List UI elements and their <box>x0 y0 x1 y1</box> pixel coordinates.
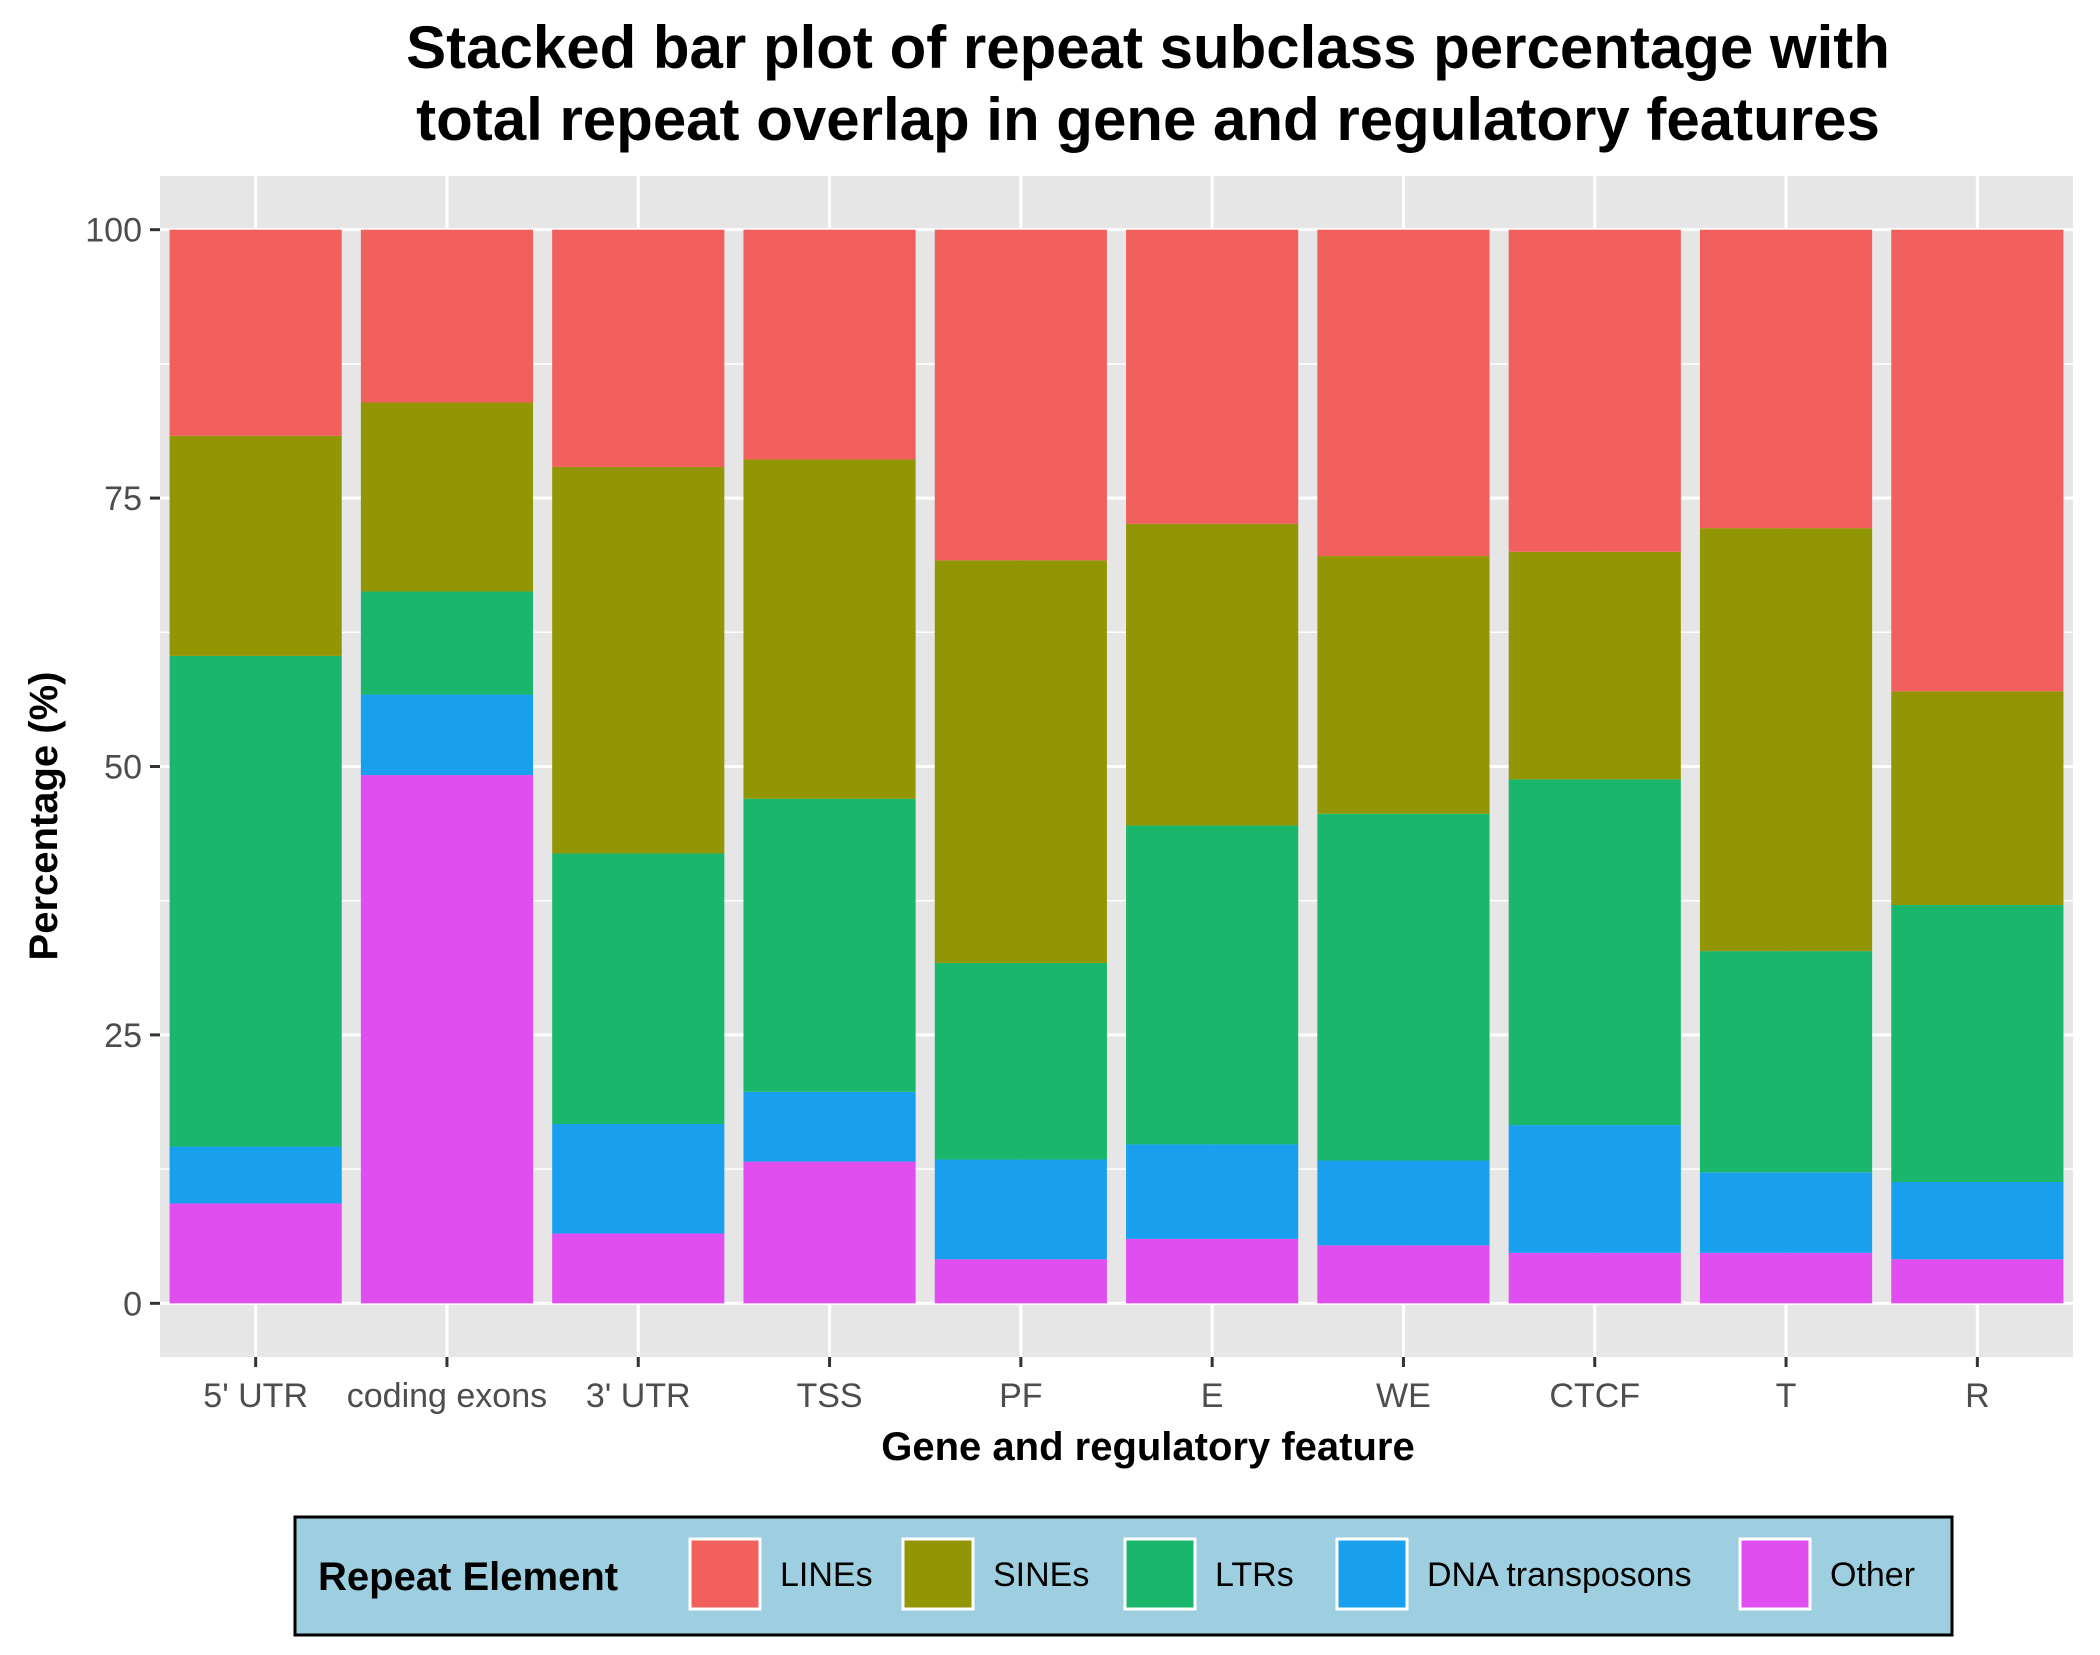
bar-stack <box>1891 229 2064 1304</box>
bar-segment <box>743 798 916 1092</box>
bar-segment <box>1891 904 2064 1182</box>
legend-label: LINEs <box>780 1556 873 1594</box>
y-tick-label: 25 <box>104 1017 142 1055</box>
bar-segment <box>552 466 725 854</box>
legend-swatch <box>1123 1537 1197 1611</box>
x-tick-label: T <box>1776 1377 1797 1415</box>
bar-segment <box>1508 1252 1681 1304</box>
bar-segment <box>743 1091 916 1162</box>
y-tick-label: 50 <box>104 749 142 787</box>
bar-segment <box>1508 229 1681 552</box>
chart-title-line-2: total repeat overlap in gene and regulat… <box>416 86 1880 153</box>
bar-segment <box>552 1233 725 1304</box>
bar-segment <box>1699 1252 1873 1304</box>
bar-segment <box>934 229 1107 561</box>
bar-segment <box>1317 556 1490 814</box>
bar-segment <box>1126 229 1299 524</box>
bar-segment <box>743 229 916 460</box>
chart-title-line-1: Stacked bar plot of repeat subclass perc… <box>406 14 1890 81</box>
bar-segment <box>169 655 342 1147</box>
bar-segment <box>1126 523 1299 826</box>
bar-segment <box>934 1259 1107 1304</box>
bar-segment <box>1126 1144 1299 1239</box>
bar-segment <box>1699 528 1873 952</box>
y-tick-label: 0 <box>123 1285 142 1323</box>
legend-swatch <box>1335 1537 1409 1611</box>
x-tick-label: coding exons <box>347 1377 547 1415</box>
x-tick-label: TSS <box>796 1377 862 1415</box>
legend-label: DNA transposons <box>1427 1556 1692 1594</box>
bar-segment <box>1891 691 2064 905</box>
bar-segment <box>169 435 342 656</box>
legend-item: Other <box>1738 1537 1915 1611</box>
bar-segment <box>1126 1238 1299 1304</box>
bar-segment <box>169 229 342 436</box>
legend-label: LTRs <box>1215 1556 1294 1594</box>
bar-stack <box>552 229 725 1304</box>
bar-segment <box>169 1203 342 1304</box>
x-tick-label: CTCF <box>1549 1377 1640 1415</box>
bar-stack <box>1508 229 1681 1304</box>
x-tick-label: WE <box>1376 1377 1431 1415</box>
legend-swatch <box>688 1537 762 1611</box>
legend-title: Repeat Element <box>318 1555 618 1599</box>
bar-stack <box>360 229 534 1304</box>
bar-segment <box>1508 551 1681 780</box>
bar-segment <box>1891 229 2064 692</box>
bar-stack <box>1126 229 1299 1304</box>
x-tick-label: PF <box>999 1377 1042 1415</box>
legend-item: LINEs <box>688 1537 873 1611</box>
bar-segment <box>552 229 725 467</box>
bar-segment <box>360 591 534 695</box>
x-tick-label: R <box>1965 1377 1990 1415</box>
y-tick-label: 75 <box>104 480 142 518</box>
bar-segment <box>552 853 725 1125</box>
bar-segment <box>1891 1259 2064 1304</box>
bar-segment <box>1699 1172 1873 1253</box>
bar-segment <box>743 1161 916 1304</box>
bar-segment <box>1317 1160 1490 1246</box>
bar-stack <box>934 229 1107 1304</box>
bar-segment <box>1126 825 1299 1145</box>
legend-item: LTRs <box>1123 1537 1294 1611</box>
bar-segment <box>743 459 916 799</box>
bar-segment <box>360 402 534 592</box>
bar-segment <box>552 1124 725 1234</box>
bar-segment <box>934 560 1107 963</box>
legend-swatch <box>1738 1537 1812 1611</box>
bar-segment <box>1699 951 1873 1173</box>
bar-segment <box>1699 229 1873 529</box>
legend-label: Other <box>1830 1556 1915 1594</box>
bar-segment <box>1508 779 1681 1126</box>
bar-segment <box>1317 229 1490 557</box>
bar-stack <box>1699 229 1873 1304</box>
bar-segment <box>360 229 534 403</box>
bar-segment <box>360 775 534 1304</box>
legend-label: SINEs <box>993 1556 1089 1594</box>
bar-segment <box>169 1146 342 1204</box>
x-tick-label: 5' UTR <box>203 1377 308 1415</box>
y-axis-title: Percentage (%) <box>22 672 66 961</box>
legend-swatch <box>901 1537 975 1611</box>
x-tick-label: E <box>1201 1377 1224 1415</box>
legend: Repeat Element LINEs SINEs LTRs DNA transpo… <box>293 1515 1954 1637</box>
bar-stack <box>743 229 916 1304</box>
bar-segment <box>934 962 1107 1160</box>
legend-item: DNA transposons <box>1335 1537 1692 1611</box>
bar-stack <box>1317 229 1490 1304</box>
bar-stack <box>169 229 342 1304</box>
x-axis-title: Gene and regulatory feature <box>881 1425 1414 1469</box>
legend-item: SINEs <box>901 1537 1089 1611</box>
bar-segment <box>1891 1181 2064 1260</box>
bar-segment <box>934 1159 1107 1260</box>
x-tick-label: 3' UTR <box>586 1377 691 1415</box>
bar-segment <box>1317 1245 1490 1304</box>
bar-segment <box>1508 1125 1681 1253</box>
bar-segment <box>360 694 534 776</box>
bar-segment <box>1317 813 1490 1161</box>
y-tick-label: 100 <box>85 212 142 250</box>
